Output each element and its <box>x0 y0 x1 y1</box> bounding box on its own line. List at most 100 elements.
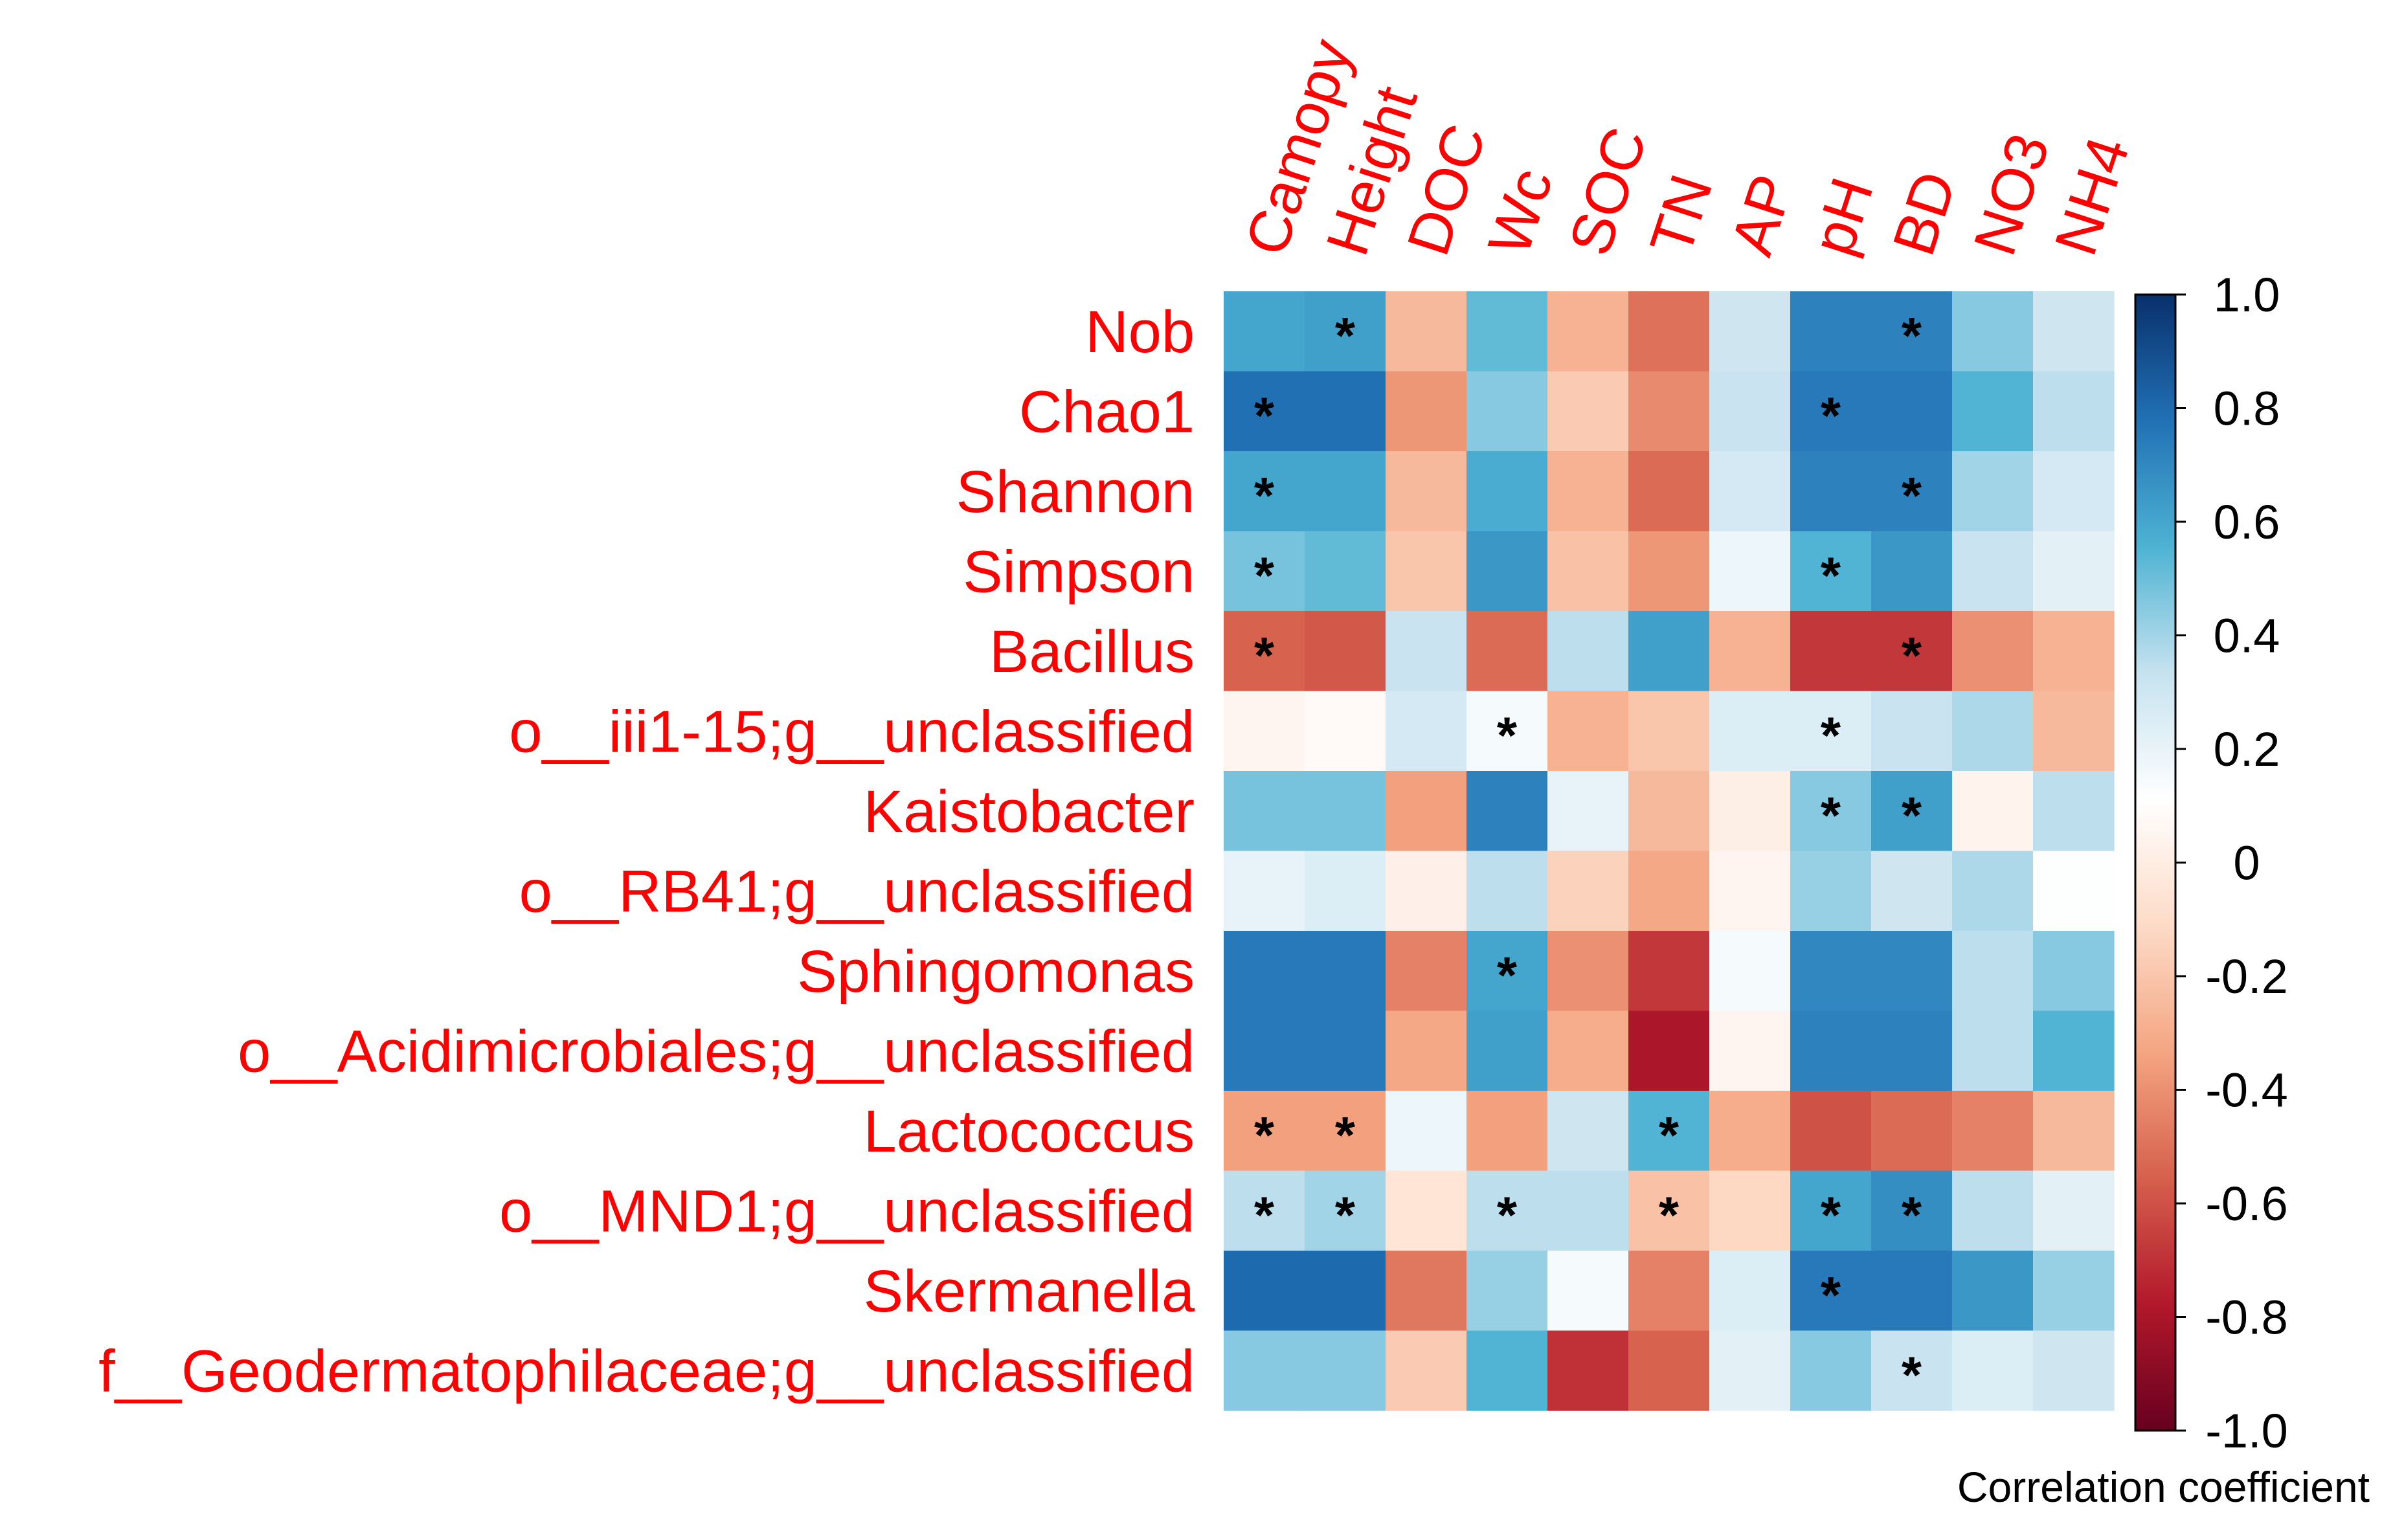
heatmap-cell <box>1224 1170 1305 1251</box>
row-labels: Nob Chao1 Shannon Simpson Bacillus o__iii1-15… <box>98 299 1195 1405</box>
heatmap-cell <box>1628 451 1710 532</box>
significance-star: * <box>1902 787 1922 844</box>
heatmap-cell <box>1547 851 1629 932</box>
heatmap-cell <box>1952 931 2034 1012</box>
colorbar-tick-label: 0.2 <box>2214 722 2280 776</box>
heatmap-cell <box>1547 691 1629 772</box>
heatmap-cell <box>1386 1330 1467 1411</box>
heatmap-cell <box>1305 851 1386 932</box>
heatmap-cell <box>1952 1330 2034 1411</box>
colorbar-title: Correlation coefficient <box>1957 1463 2370 1511</box>
heatmap-cell <box>1709 1091 1791 1172</box>
heatmap-cell <box>1305 1170 1386 1251</box>
heatmap-cell <box>1224 611 1305 692</box>
heatmap-cell <box>1305 1091 1386 1172</box>
heatmap-cell <box>2033 851 2115 932</box>
heatmap-cell <box>1871 291 1953 372</box>
heatmap-cell <box>1386 451 1467 532</box>
heatmap-cell <box>1628 611 1710 692</box>
heatmap-cell <box>2033 611 2115 692</box>
heatmap-cell <box>1628 1251 1710 1332</box>
heatmap-cell <box>1547 1251 1629 1332</box>
significance-star: * <box>1254 627 1275 684</box>
heatmap-cell <box>1628 691 1710 772</box>
heatmap-cell <box>1386 1010 1467 1091</box>
column-label: TN <box>1638 167 1725 263</box>
heatmap-cell <box>1871 1170 1953 1251</box>
heatmap-cell <box>1790 931 1872 1012</box>
heatmap-cell <box>1871 1251 1953 1332</box>
heatmap-cell <box>1224 931 1305 1012</box>
heatmap-cell <box>1466 771 1548 852</box>
heatmap-cell <box>1386 371 1467 452</box>
colorbar-tick-label: -0.4 <box>2205 1064 2288 1117</box>
significance-star: * <box>1902 627 1922 684</box>
heatmap-cell <box>1952 1091 2034 1172</box>
colorbar-tick-label: -0.6 <box>2205 1177 2288 1231</box>
heatmap-cell <box>1386 1170 1467 1251</box>
heatmap-cell <box>1709 1170 1791 1251</box>
heatmap-cell <box>2033 771 2115 852</box>
colorbar-tick-label: -0.2 <box>2205 950 2288 1003</box>
heatmap-cell <box>1547 1010 1629 1091</box>
heatmap-cell <box>1628 1091 1710 1172</box>
heatmap-cell <box>1305 371 1386 452</box>
heatmap-cell <box>1305 451 1386 532</box>
heatmap-cell <box>1224 1251 1305 1332</box>
colorbar-tick-label: 0.4 <box>2214 609 2280 663</box>
significance-star: * <box>1821 1186 1841 1244</box>
heatmap-cell <box>1871 371 1953 452</box>
heatmap-cell <box>1547 1330 1629 1411</box>
heatmap-cell <box>1790 371 1872 452</box>
significance-star: * <box>1902 467 1922 524</box>
heatmap-cell <box>1709 291 1791 372</box>
heatmap-cell <box>1952 1170 2034 1251</box>
row-label: Nob <box>1085 299 1195 365</box>
heatmap-cell <box>1952 531 2034 612</box>
heatmap-cell <box>1871 611 1953 692</box>
heatmap-cell <box>1790 1330 1872 1411</box>
heatmap-cell <box>2033 1010 2115 1091</box>
heatmap-cell <box>2033 1091 2115 1172</box>
row-label: Skermanella <box>864 1258 1195 1324</box>
colorbar-tick-label: 0.8 <box>2214 382 2280 436</box>
heatmap-cell <box>1224 851 1305 932</box>
heatmap-cell <box>1547 1170 1629 1251</box>
heatmap-cells <box>1224 291 2115 1411</box>
heatmap-cell <box>1547 771 1629 852</box>
heatmap-cell <box>2033 291 2115 372</box>
heatmap-cell <box>1547 931 1629 1012</box>
row-label: Shannon <box>956 459 1195 525</box>
column-label: pH <box>1800 170 1886 263</box>
heatmap-cell <box>1224 531 1305 612</box>
heatmap-cell <box>1466 531 1548 612</box>
heatmap-cell <box>1952 611 2034 692</box>
heatmap-cell <box>1305 611 1386 692</box>
heatmap-cell <box>2033 1170 2115 1251</box>
heatmap-cell <box>1790 1251 1872 1332</box>
heatmap-cell <box>1547 291 1629 372</box>
significance-star: * <box>1254 386 1275 444</box>
heatmap-cell <box>1628 291 1710 372</box>
heatmap-cell <box>1790 291 1872 372</box>
heatmap-cell <box>1709 611 1791 692</box>
row-label: Lactococcus <box>864 1099 1195 1165</box>
significance-star: * <box>1659 1106 1680 1164</box>
heatmap-cell <box>1709 371 1791 452</box>
row-label: Bacillus <box>989 619 1195 685</box>
significance-star: * <box>1821 1266 1841 1324</box>
heatmap-cell <box>1547 371 1629 452</box>
heatmap-cell <box>1466 1170 1548 1251</box>
heatmap-cell <box>1386 851 1467 932</box>
heatmap-cell <box>1790 451 1872 532</box>
heatmap-cell <box>1790 1091 1872 1172</box>
heatmap-cell <box>1871 1091 1953 1172</box>
heatmap-cell <box>1790 771 1872 852</box>
column-label: AP <box>1719 167 1806 263</box>
heatmap-cell <box>1709 451 1791 532</box>
row-label: Chao1 <box>1019 379 1195 445</box>
heatmap-cell <box>1466 611 1548 692</box>
heatmap-cell <box>1386 931 1467 1012</box>
row-label: o__iii1-15;g__unclassified <box>509 698 1195 764</box>
